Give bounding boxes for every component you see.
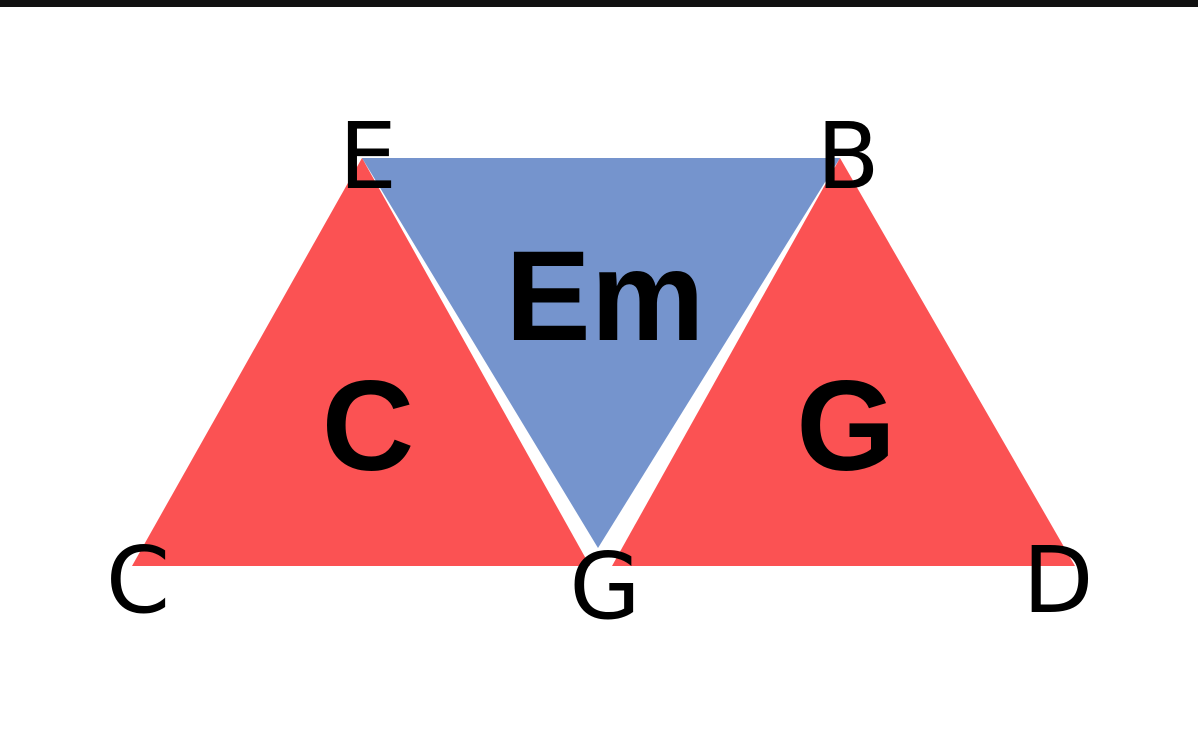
note-label-b: B	[816, 103, 879, 210]
g-major-triangle	[612, 158, 1075, 566]
c-major-triangle	[132, 158, 590, 566]
top-border	[0, 0, 1198, 7]
em-triangle	[362, 158, 840, 548]
note-label-c: C	[106, 527, 170, 634]
chord-label-c: C	[322, 355, 414, 498]
note-label-d: D	[1023, 527, 1094, 634]
chord-label-g: G	[796, 355, 896, 498]
note-label-e: E	[339, 103, 397, 210]
chord-label-em: Em	[505, 225, 704, 368]
note-label-g: G	[569, 533, 640, 640]
